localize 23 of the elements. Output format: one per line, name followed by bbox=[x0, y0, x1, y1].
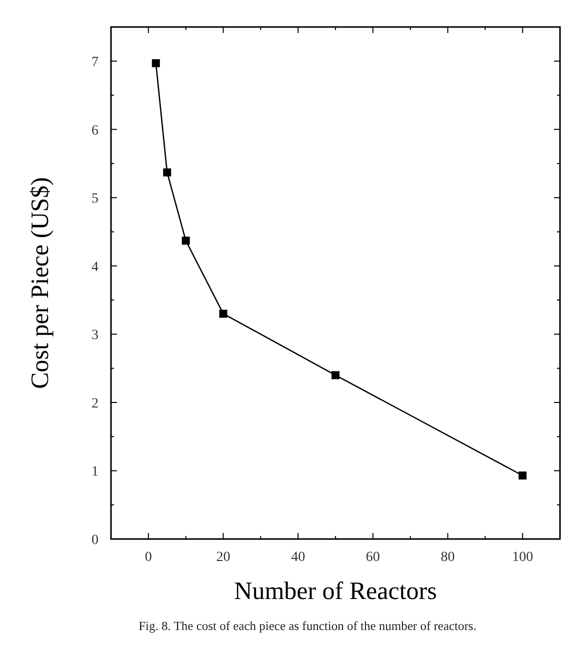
y-tick-label: 6 bbox=[92, 123, 98, 138]
point bbox=[332, 371, 340, 380]
x-tick-label: 20 bbox=[216, 550, 230, 565]
caption: Fig. 8. The cost of each piece as function of the number of reactors. bbox=[138, 619, 476, 633]
y-tick-label: 3 bbox=[92, 328, 98, 344]
x-tick-label: 0 bbox=[144, 550, 152, 565]
point bbox=[163, 168, 172, 176]
y-tick-label: 0 bbox=[92, 533, 98, 548]
x-axis-title: Number of Reactors bbox=[234, 578, 437, 605]
point bbox=[152, 59, 160, 68]
y-tick-label: 2 bbox=[92, 396, 98, 412]
x-tick-label: 40 bbox=[291, 550, 306, 565]
point bbox=[219, 310, 228, 318]
x-tick-label: 60 bbox=[366, 550, 380, 565]
y-tick-label: 5 bbox=[92, 192, 98, 207]
y-axis-title: Cost per Piece (US$) bbox=[27, 177, 54, 389]
point bbox=[518, 472, 527, 480]
x-tick-label: 80 bbox=[440, 550, 455, 565]
y-tick-label: 1 bbox=[92, 464, 98, 480]
y-tick-label: 4 bbox=[92, 260, 98, 275]
x-tick-label: 100 bbox=[512, 550, 534, 565]
point bbox=[182, 236, 190, 245]
y-tick-label: 7 bbox=[92, 55, 98, 70]
